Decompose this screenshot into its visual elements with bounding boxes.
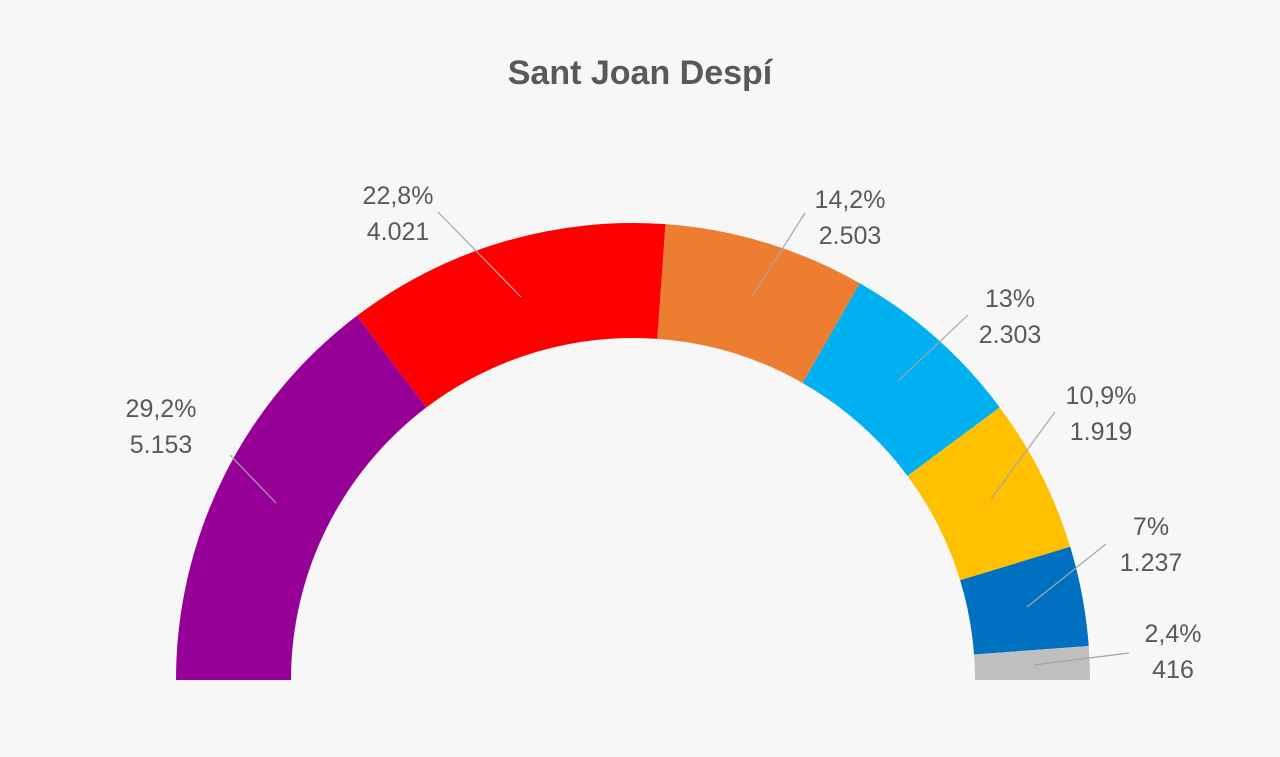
slice-percent-label: 2,4%	[1145, 620, 1202, 648]
chart-slice	[802, 283, 1000, 476]
slice-value-label: 4.021	[367, 218, 430, 246]
chart-slice	[974, 646, 1090, 680]
leader-line	[990, 411, 1056, 500]
slice-percent-label: 29,2%	[126, 395, 197, 423]
slice-value-label: 1.237	[1120, 549, 1183, 577]
leader-line	[750, 212, 806, 299]
leader-line	[229, 454, 277, 504]
slice-percent-label: 22,8%	[363, 182, 434, 210]
chart-slice	[176, 315, 427, 680]
slice-value-label: 1.919	[1070, 418, 1133, 446]
chart-slice	[657, 224, 860, 384]
chart-slice	[356, 222, 666, 408]
slice-value-label: 2.303	[979, 321, 1042, 349]
slice-value-label: 2.503	[819, 222, 882, 250]
slice-value-label: 416	[1152, 656, 1194, 684]
leader-line	[897, 314, 969, 382]
chart-title: Sant Joan Despí	[507, 54, 773, 92]
slice-percent-label: 10,9%	[1066, 382, 1137, 410]
slice-percent-label: 13%	[985, 285, 1035, 313]
slice-percent-label: 14,2%	[815, 186, 886, 214]
leader-line	[1026, 543, 1107, 608]
chart-slice	[960, 546, 1089, 655]
leader-line	[437, 211, 522, 298]
slice-value-label: 5.153	[130, 431, 193, 459]
leader-line	[1033, 652, 1130, 666]
chart-slice	[907, 407, 1071, 581]
slice-percent-label: 7%	[1133, 513, 1169, 541]
